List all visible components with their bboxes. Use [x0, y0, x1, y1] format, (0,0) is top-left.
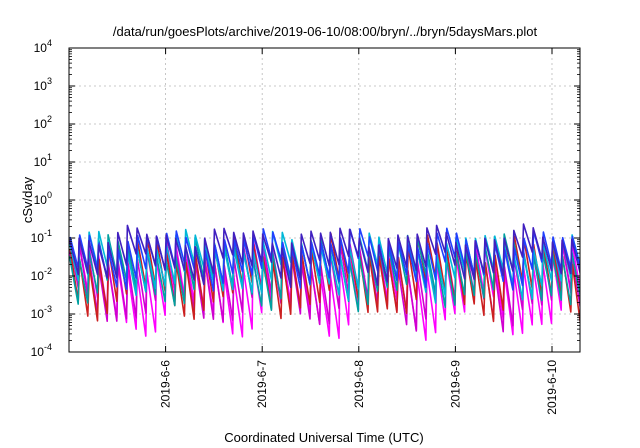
y-tick-label-base: 10	[34, 117, 48, 131]
y-tick-label: 10-1	[31, 228, 52, 245]
x-axis-label: Coordinated Universal Time (UTC)	[224, 430, 423, 445]
y-tick-label-exp: 2	[47, 114, 52, 124]
y-tick-label-base: 10	[31, 231, 45, 245]
y-tick-label: 103	[34, 76, 52, 93]
y-tick-label: 10-4	[31, 342, 52, 359]
x-tick-label: 2019-6-7	[255, 360, 269, 408]
y-tick-label: 101	[34, 152, 52, 169]
y-tick-label-exp: -2	[44, 266, 52, 276]
series-layer	[69, 223, 580, 341]
x-tick-label: 2019-6-10	[545, 360, 559, 415]
y-tick-label: 10-2	[31, 266, 52, 283]
y-axis-label: cSv/day	[20, 176, 35, 223]
y-tick-label-base: 10	[34, 193, 48, 207]
series-line	[69, 223, 580, 289]
y-tick-label-exp: 1	[47, 152, 52, 162]
y-tick-label: 100	[34, 190, 52, 207]
y-tick-label-base: 10	[34, 155, 48, 169]
y-tick-label-exp: -1	[44, 228, 52, 238]
y-tick-label-exp: -3	[44, 304, 52, 314]
y-tick-label-base: 10	[31, 269, 45, 283]
y-tick-label: 10-3	[31, 304, 52, 321]
y-tick-label-base: 10	[31, 345, 45, 359]
y-tick-label-exp: 4	[47, 38, 52, 48]
y-tick-label-exp: 3	[47, 76, 52, 86]
y-tick-label-base: 10	[34, 41, 48, 55]
ticks	[69, 47, 580, 353]
y-tick-label-exp: -4	[44, 342, 52, 352]
y-tick-label-base: 10	[34, 79, 48, 93]
y-tick-label-exp: 0	[47, 190, 52, 200]
x-tick-label: 2019-6-8	[352, 360, 366, 408]
x-tick-label: 2019-6-6	[159, 360, 173, 408]
y-tick-label: 104	[34, 38, 52, 55]
chart-title: /data/run/goesPlots/archive/2019-06-10/0…	[113, 24, 538, 39]
y-tick-label-base: 10	[31, 307, 45, 321]
y-tick-label: 102	[34, 114, 52, 131]
x-tick-labels: 2019-6-6 2019-6-7 2019-6-8 2019-6-9 2019-6-1…	[159, 360, 559, 415]
x-tick-label: 2019-6-9	[448, 360, 462, 408]
